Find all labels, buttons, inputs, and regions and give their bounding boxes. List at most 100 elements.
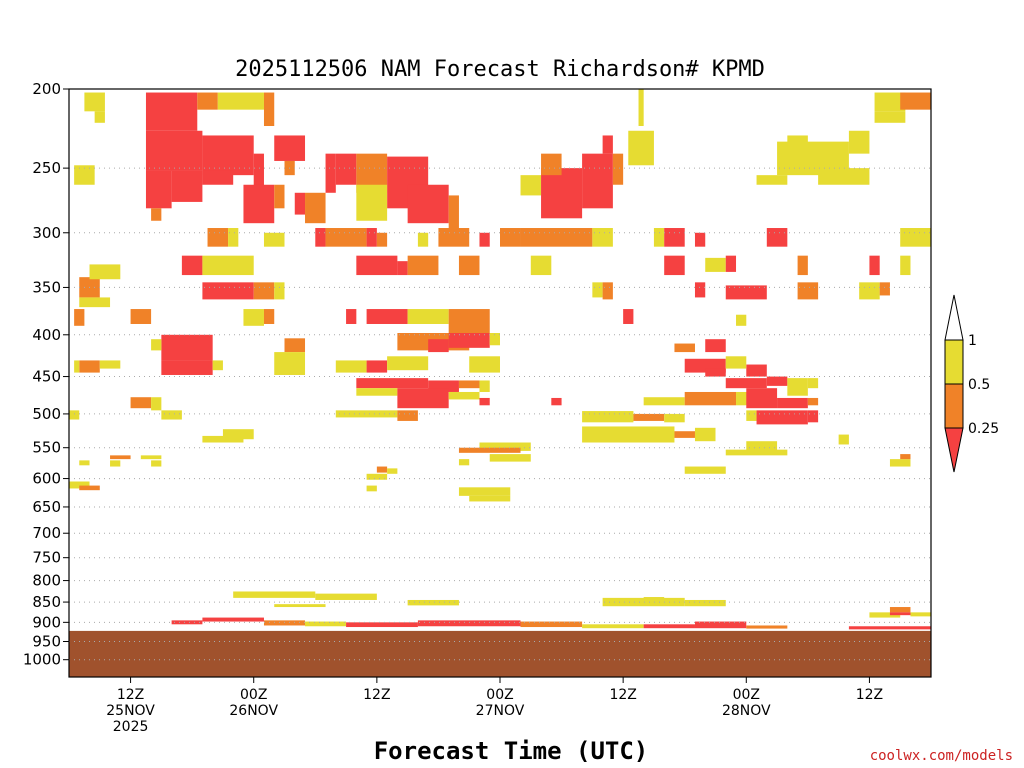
ri-cell-178 bbox=[469, 495, 511, 502]
ri-cell-147 bbox=[756, 410, 808, 425]
ri-cell-46 bbox=[315, 228, 326, 247]
ri-cell-95 bbox=[623, 309, 634, 324]
ri-cell-118 bbox=[746, 364, 767, 377]
ri-cell-81 bbox=[602, 282, 613, 300]
ri-cell-156 bbox=[202, 435, 244, 443]
xtick-label-0-0: 12Z bbox=[117, 687, 144, 703]
richardson-cells bbox=[69, 89, 931, 630]
ri-cell-49 bbox=[376, 232, 388, 247]
ri-cell-28 bbox=[582, 153, 613, 209]
ri-cell-183 bbox=[602, 597, 685, 607]
ri-cell-188 bbox=[910, 612, 931, 617]
ri-cell-194 bbox=[346, 622, 418, 628]
ri-cell-153 bbox=[694, 427, 716, 442]
ri-cell-193 bbox=[305, 621, 347, 627]
ri-cell-167 bbox=[489, 454, 531, 462]
ri-cell-138 bbox=[807, 397, 819, 406]
ri-cell-14 bbox=[274, 184, 285, 209]
xtick-label-0-2: 2025 bbox=[113, 719, 149, 735]
ri-cell-108 bbox=[99, 360, 121, 369]
ri-cell-60 bbox=[900, 228, 931, 247]
ri-cell-59 bbox=[766, 228, 788, 247]
ri-cell-131 bbox=[397, 388, 449, 409]
ri-cell-169 bbox=[387, 468, 398, 474]
ri-cell-142 bbox=[397, 410, 418, 421]
ri-cell-172 bbox=[889, 459, 911, 467]
ri-cell-93 bbox=[407, 309, 449, 324]
ri-cell-115 bbox=[469, 356, 500, 373]
ri-cell-174 bbox=[69, 481, 90, 489]
ri-cell-30 bbox=[612, 153, 624, 185]
xtick-label-3-0: 00Z bbox=[486, 687, 513, 703]
ri-cell-177 bbox=[458, 487, 511, 496]
ri-cell-109 bbox=[161, 360, 213, 375]
ri-cell-58 bbox=[694, 232, 706, 247]
ri-cell-5 bbox=[263, 92, 275, 127]
ri-cell-23 bbox=[356, 184, 388, 221]
ytick-label-300: 300 bbox=[32, 224, 61, 242]
ytick-label-700: 700 bbox=[32, 524, 61, 542]
xtick-label-5-0: 00Z bbox=[733, 687, 760, 703]
ri-cell-13 bbox=[243, 184, 275, 224]
ri-cell-140 bbox=[551, 397, 562, 406]
ri-cell-152 bbox=[674, 431, 695, 438]
ri-cell-29 bbox=[541, 153, 562, 176]
ri-cell-10 bbox=[253, 153, 264, 193]
ri-cell-105 bbox=[705, 339, 726, 353]
ri-cell-158 bbox=[458, 447, 521, 453]
ri-cell-27 bbox=[541, 168, 583, 219]
xtick-label-0-1: 25NOV bbox=[106, 703, 155, 719]
ri-cell-132 bbox=[448, 391, 480, 400]
ytick-label-200: 200 bbox=[32, 80, 61, 98]
ri-cell-196 bbox=[520, 621, 583, 628]
ri-cell-113 bbox=[366, 360, 388, 373]
ri-cell-139 bbox=[479, 397, 490, 406]
ri-cell-94 bbox=[448, 309, 490, 335]
ri-cell-61 bbox=[181, 255, 203, 276]
ri-cell-53 bbox=[500, 228, 521, 247]
ri-cell-72 bbox=[869, 255, 880, 276]
ri-cell-39 bbox=[848, 130, 870, 154]
ri-cell-9 bbox=[202, 135, 254, 176]
ri-cell-136 bbox=[746, 388, 778, 409]
ri-cell-48 bbox=[366, 228, 377, 247]
ri-cell-2 bbox=[145, 92, 198, 131]
ri-cell-82 bbox=[694, 282, 706, 298]
ytick-label-750: 750 bbox=[32, 549, 61, 567]
xtick-label-3-1: 27NOV bbox=[476, 703, 525, 719]
ri-cell-200 bbox=[746, 625, 788, 629]
ri-cell-70 bbox=[725, 255, 737, 272]
ri-cell-78 bbox=[253, 282, 275, 300]
ri-cell-199 bbox=[694, 621, 747, 629]
ytick-label-800: 800 bbox=[32, 572, 61, 590]
ri-cell-20 bbox=[335, 153, 357, 185]
xtick-label-1-1: 26NOV bbox=[229, 703, 278, 719]
ri-cell-75 bbox=[89, 264, 121, 280]
ri-cell-143 bbox=[582, 411, 634, 423]
ri-cell-40 bbox=[874, 92, 906, 112]
ri-cell-76 bbox=[79, 297, 111, 308]
ri-cell-17 bbox=[294, 192, 306, 215]
ri-cell-97 bbox=[161, 334, 213, 361]
ri-cell-112 bbox=[335, 360, 367, 373]
ri-cell-47 bbox=[325, 228, 367, 247]
ri-cell-8 bbox=[151, 208, 162, 221]
xtick-label-5-1: 28NOV bbox=[722, 703, 771, 719]
ri-cell-64 bbox=[397, 261, 408, 276]
ri-cell-62 bbox=[202, 255, 254, 276]
ri-cell-155 bbox=[222, 429, 254, 440]
ri-cell-77 bbox=[202, 282, 254, 300]
ytick-label-650: 650 bbox=[32, 498, 61, 516]
ytick-label-850: 850 bbox=[32, 593, 61, 611]
ri-cell-166 bbox=[458, 459, 470, 466]
y-axis-ticks: 200 250 300 350 400 450 500 550 600 650 700 750 800 8… bbox=[23, 80, 69, 669]
ri-cell-31 bbox=[602, 135, 613, 154]
ri-cell-24 bbox=[407, 184, 449, 224]
ri-cell-114 bbox=[387, 356, 429, 371]
xtick-label-6-0: 12Z bbox=[856, 687, 883, 703]
ri-cell-128 bbox=[356, 388, 398, 396]
ytick-label-600: 600 bbox=[32, 470, 61, 488]
ri-cell-73 bbox=[900, 255, 911, 276]
ri-cell-133 bbox=[643, 397, 685, 406]
